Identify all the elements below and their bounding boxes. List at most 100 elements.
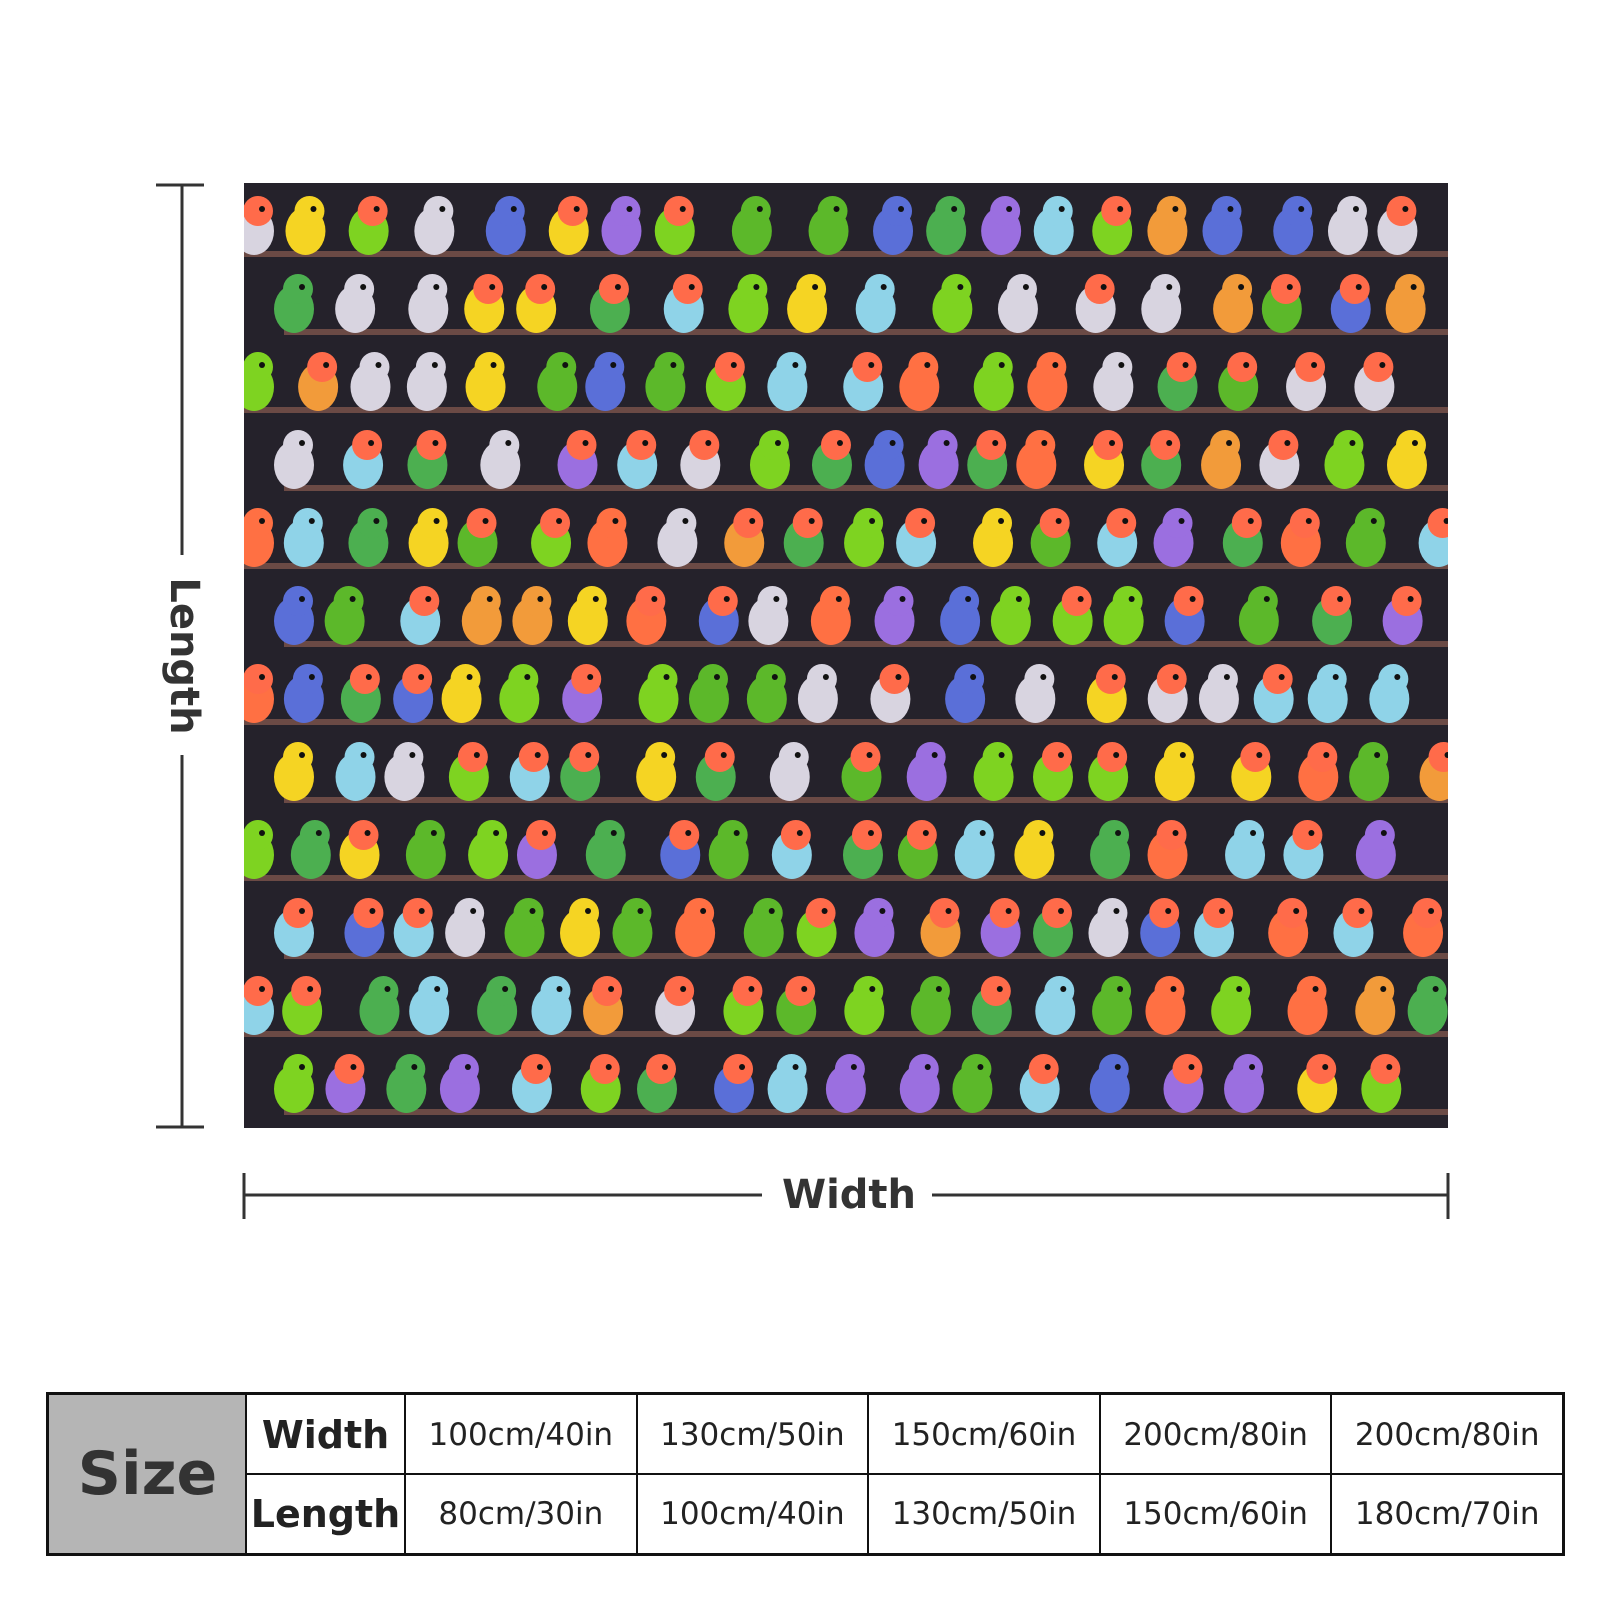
bird-eye xyxy=(1278,674,1285,680)
bird-head xyxy=(820,430,851,460)
bird-eye xyxy=(534,752,541,758)
size-value: 200cm/80in xyxy=(1123,1416,1308,1453)
bird-head xyxy=(283,1054,313,1084)
bird-eye xyxy=(310,206,317,212)
bird-eye xyxy=(259,986,265,992)
bird-eye xyxy=(626,206,633,212)
bird-head xyxy=(283,274,313,304)
bird-eye xyxy=(1380,986,1387,992)
bird-head xyxy=(1222,274,1253,304)
bird-head xyxy=(540,976,571,1006)
bird-eye xyxy=(418,908,425,914)
bird-head xyxy=(395,1054,426,1084)
bird-eye xyxy=(773,596,780,602)
bird-eye xyxy=(466,674,473,680)
bird-head xyxy=(863,898,894,928)
branch xyxy=(284,953,1448,959)
bird-head xyxy=(299,820,330,850)
row-header: Length xyxy=(250,1491,401,1536)
bird-head xyxy=(1041,742,1072,772)
bird-head xyxy=(626,430,657,460)
bird-eye xyxy=(1312,986,1319,992)
bird-eye xyxy=(384,986,391,992)
bird-eye xyxy=(682,518,689,524)
bird-head xyxy=(466,508,497,538)
bird-head xyxy=(1306,1054,1337,1084)
bird-eye xyxy=(259,830,265,836)
bird-eye xyxy=(299,284,305,290)
bird-eye xyxy=(1444,752,1448,758)
bird-head xyxy=(244,976,273,1006)
bird-head xyxy=(283,898,313,928)
bird-eye xyxy=(996,986,1003,992)
bird-head xyxy=(486,976,517,1006)
bird-eye xyxy=(1286,284,1293,290)
bird-eye xyxy=(299,908,305,914)
bird-eye xyxy=(612,518,619,524)
bird-eye xyxy=(259,206,265,212)
bird-head xyxy=(1270,274,1301,304)
bird-eye xyxy=(1172,206,1179,212)
dimension-guides: Length Width xyxy=(156,183,1450,1219)
bird-eye xyxy=(364,830,371,836)
bird-head xyxy=(714,352,745,382)
bird-head xyxy=(344,274,375,304)
bird-head xyxy=(635,586,666,616)
bird-head xyxy=(684,898,715,928)
bird-eye xyxy=(369,908,376,914)
branch xyxy=(284,641,1448,647)
bird-head xyxy=(757,586,788,616)
bird-head xyxy=(294,196,325,226)
bird-eye xyxy=(350,1064,357,1070)
bird-head xyxy=(982,742,1013,772)
bird-head xyxy=(448,1054,479,1084)
bird-head xyxy=(494,196,525,226)
bird-head xyxy=(1036,352,1067,382)
size-value: 150cm/60in xyxy=(891,1416,1077,1453)
bird-eye xyxy=(705,440,712,446)
branch xyxy=(244,563,1448,569)
bird-eye xyxy=(1118,362,1125,368)
bird-head xyxy=(1339,274,1370,304)
bird-eye xyxy=(662,1064,669,1070)
bird-head xyxy=(850,742,881,772)
bird-head xyxy=(707,586,738,616)
bird-head xyxy=(334,1054,365,1084)
bird-head xyxy=(732,976,763,1006)
bird-head xyxy=(1391,586,1422,616)
bird-eye xyxy=(315,830,322,836)
bird-eye xyxy=(470,908,477,914)
bird-head xyxy=(817,196,848,226)
bird-eye xyxy=(608,986,615,992)
bird-eye xyxy=(418,674,425,680)
bird-eye xyxy=(585,908,592,914)
bird-eye xyxy=(1058,206,1065,212)
bird-head xyxy=(423,196,454,226)
bird-head xyxy=(664,976,695,1006)
bird-head xyxy=(402,898,433,928)
bird-head xyxy=(1234,820,1265,850)
bird-eye xyxy=(1178,518,1185,524)
bird-eye xyxy=(1041,440,1048,446)
bird-eye xyxy=(1226,440,1233,446)
bird-head xyxy=(594,352,625,382)
bird-eye xyxy=(614,284,621,290)
bird-eye xyxy=(349,596,356,602)
bird-eye xyxy=(1015,596,1022,602)
bird-head xyxy=(348,820,379,850)
bird-eye xyxy=(373,518,380,524)
bird-head xyxy=(1220,976,1251,1006)
bird-eye xyxy=(899,596,906,602)
bird-head xyxy=(1042,898,1073,928)
bird-eye xyxy=(774,440,781,446)
bird-head xyxy=(1207,664,1238,694)
bird-head xyxy=(1277,898,1308,928)
bird-head xyxy=(1289,508,1320,538)
bird-head xyxy=(1097,742,1128,772)
bird-eye xyxy=(323,362,330,368)
bird-head xyxy=(1363,352,1394,382)
bird-eye xyxy=(700,908,707,914)
bird-eye xyxy=(822,674,829,680)
bird-eye xyxy=(308,518,315,524)
